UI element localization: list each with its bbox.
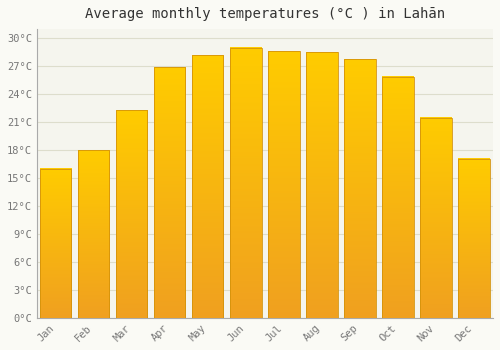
- Bar: [268, 51, 300, 318]
- Bar: [154, 67, 186, 318]
- Title: Average monthly temperatures (°C ) in Lahān: Average monthly temperatures (°C ) in La…: [85, 7, 445, 21]
- Bar: [344, 59, 376, 318]
- Bar: [420, 118, 452, 318]
- Bar: [306, 52, 338, 318]
- Bar: [78, 150, 110, 318]
- Bar: [116, 110, 148, 318]
- Bar: [458, 159, 490, 318]
- Bar: [192, 55, 224, 318]
- Bar: [382, 77, 414, 318]
- Bar: [40, 169, 72, 318]
- Bar: [230, 48, 262, 318]
